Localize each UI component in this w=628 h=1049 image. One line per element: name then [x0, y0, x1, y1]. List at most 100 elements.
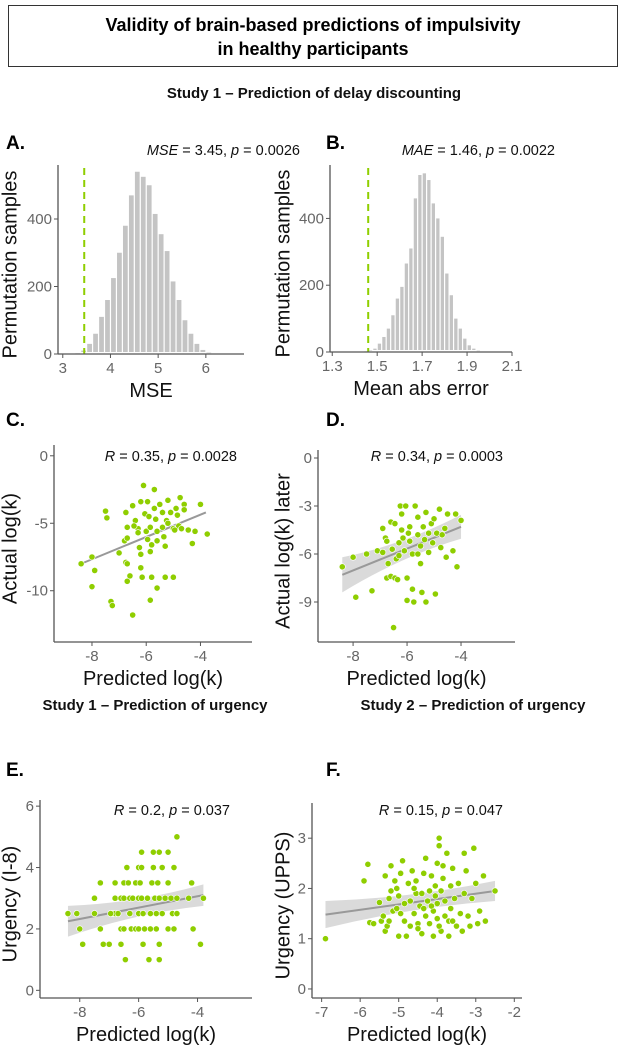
scatter-point [443, 849, 451, 857]
x-tick-label: 1.5 [367, 358, 388, 375]
scatter-point [126, 910, 134, 917]
scatter-point [385, 917, 393, 925]
scatter-point [455, 880, 462, 887]
scatter-point [322, 935, 329, 943]
scatter-point [418, 589, 426, 596]
scatter-point [414, 925, 422, 933]
scatter-point [401, 900, 408, 907]
scatter-point [120, 925, 128, 933]
scatter-point [91, 910, 98, 917]
scatter-point [393, 885, 401, 892]
y-tick-label: 1 [298, 931, 306, 948]
scatter-point [173, 910, 181, 917]
annotation-stat: R [371, 449, 382, 465]
scatter-point [138, 848, 145, 856]
scatter-point [138, 894, 145, 902]
y-tick-label: 400 [299, 210, 324, 227]
scatter-point [422, 598, 430, 606]
scatter-point [152, 515, 160, 523]
x-tick-label: -6 [353, 1004, 366, 1021]
scatter-point [403, 574, 411, 582]
scatter-point [403, 932, 410, 940]
scatter-point [431, 882, 439, 890]
scatter-point [385, 895, 393, 902]
scatter-point [167, 894, 175, 902]
x-axis-label: Predicted log(k) [347, 1024, 487, 1046]
scatter-point [153, 537, 161, 545]
x-tick-label: -4 [454, 648, 467, 665]
stats-annotation: MAE = 1.46, p = 0.0022 [402, 143, 555, 159]
x-tick-label: 3 [59, 360, 67, 377]
x-tick-label: 1.7 [412, 358, 433, 375]
scatter-point [64, 910, 72, 917]
x-tick-label: 6 [202, 360, 210, 377]
chart-panel-a: 3 4 5 6 0 200 400 MSE Permutation samples MSE = 3… [0, 143, 300, 402]
scatter-point [414, 550, 422, 558]
annotation-p: p [433, 449, 442, 465]
scatter-point [197, 500, 204, 508]
scatter-point [439, 874, 447, 882]
scatter-point [468, 895, 476, 902]
scatter-point [418, 930, 426, 938]
histogram-bar [427, 180, 431, 350]
scatter-point [447, 882, 455, 890]
scatter-point [399, 534, 407, 542]
scatter-point [442, 553, 450, 561]
scatter-point [145, 513, 153, 520]
scatter-point [460, 890, 468, 897]
scatter-point [406, 523, 414, 531]
scatter-point [161, 573, 169, 581]
scatter-point [395, 552, 403, 559]
annotation-pvalue: = 0.0026 [239, 143, 300, 159]
histogram-bar [158, 234, 164, 352]
scatter-point [400, 547, 408, 555]
scatter-point [154, 879, 162, 887]
scatter-point [170, 925, 178, 933]
scatter-point [129, 894, 137, 902]
scatter-point [458, 927, 466, 935]
scatter-point [99, 940, 107, 948]
scatter-point [139, 940, 147, 948]
y-tick-label: 0 [298, 981, 306, 998]
annotation-stat: R [114, 803, 125, 819]
x-tick-label: -8 [346, 648, 359, 665]
annotation-value: = 0.15, [389, 803, 442, 819]
scatter-point [121, 956, 129, 964]
scatter-point [452, 510, 460, 518]
scatter-point [431, 590, 439, 598]
scatter-point [107, 910, 115, 917]
scatter-point [445, 932, 453, 940]
x-tick-label: -3 [469, 1004, 482, 1021]
scatter-point [149, 864, 157, 871]
scatter-point [394, 576, 402, 583]
scatter-point [438, 531, 446, 539]
scatter-point [398, 510, 406, 518]
histogram-bar [422, 173, 427, 350]
histogram-bar [368, 350, 373, 351]
scatter-point [123, 864, 131, 871]
x-tick-label: -6 [140, 648, 153, 665]
histogram-bar [206, 352, 212, 354]
scatter-point [176, 494, 184, 502]
scatter-point [153, 527, 161, 535]
scatter-point [122, 509, 130, 516]
scatter-point [418, 890, 426, 897]
scatter-point [102, 507, 109, 515]
histogram-bar [440, 236, 444, 350]
annotation-p: p [441, 803, 450, 819]
scatter-point [395, 932, 403, 940]
histogram-bar [140, 176, 146, 352]
scatter-point [379, 525, 387, 532]
scatter-point [406, 922, 414, 930]
scatter-point [147, 925, 154, 933]
scatter-point [439, 862, 447, 870]
scatter-point [184, 526, 192, 534]
scatter-point [115, 549, 123, 557]
annotation-value: = 1.46, [433, 143, 486, 159]
x-axis-label: Predicted log(k) [346, 668, 486, 690]
histogram-bar [188, 333, 194, 352]
x-tick-label: 1.9 [457, 358, 478, 375]
histogram-bar [111, 278, 116, 352]
scatter-point [73, 910, 81, 917]
y-axis-label: Urgency (UPPS) [272, 832, 294, 980]
